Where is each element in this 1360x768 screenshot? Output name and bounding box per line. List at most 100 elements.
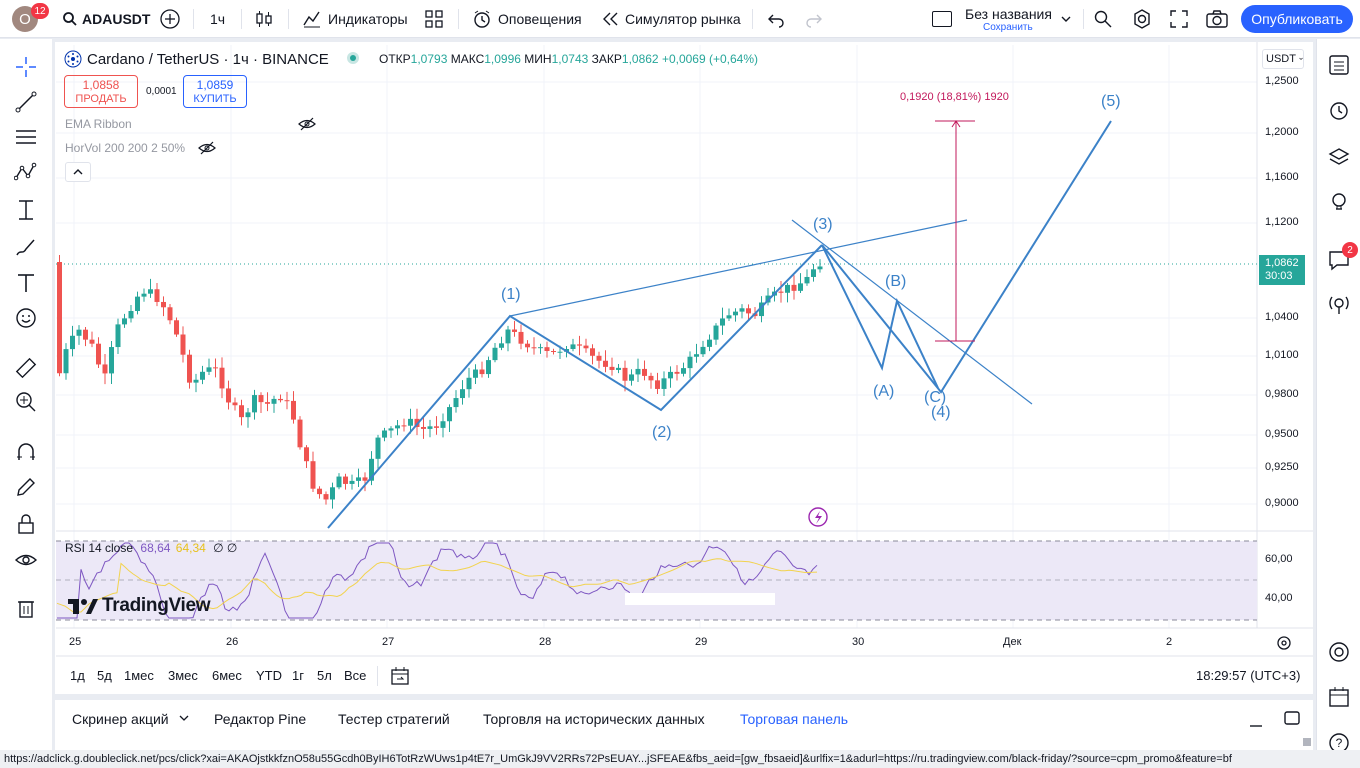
text-tool[interactable] (10, 267, 42, 299)
symbol-legend[interactable]: Cardano / TetherUS · 1ч · BINANCE (64, 50, 329, 68)
fullscreen-button[interactable] (1170, 0, 1188, 38)
wave-label-1[interactable]: (1) (501, 286, 521, 303)
ruler-tool[interactable] (10, 352, 42, 384)
candle-body (759, 302, 764, 317)
range-1m[interactable]: 1мес (124, 668, 154, 683)
date-tick: Дек (1003, 636, 1022, 648)
grid-icon (425, 10, 443, 28)
tab-strategy-tester[interactable]: Тестер стратегий (338, 711, 450, 727)
collapse-legend-button[interactable] (65, 162, 91, 182)
goto-date-icon[interactable] (390, 666, 410, 686)
range-3m[interactable]: 3мес (168, 668, 198, 683)
symbol-search[interactable]: ADAUSDT (62, 0, 150, 38)
indicator-horvol[interactable]: HorVol 200 200 2 50% (65, 141, 186, 155)
trendline-tool[interactable] (10, 86, 42, 118)
lock-tool[interactable] (10, 508, 42, 540)
compare-symbol-button[interactable] (159, 0, 181, 38)
range-5y[interactable]: 5л (317, 668, 332, 683)
candle-body (193, 379, 199, 383)
fib-tool[interactable] (10, 121, 42, 153)
candles-layer (57, 254, 823, 509)
layout-name[interactable]: Без названия (965, 6, 1052, 22)
tab-replay-trading[interactable]: Торговля на исторических данных (483, 711, 705, 727)
measure-tool[interactable] (10, 194, 42, 226)
pattern-tool[interactable] (10, 156, 42, 188)
emoji-tool[interactable] (10, 302, 42, 334)
wave-label-4[interactable]: (4) (931, 404, 951, 421)
candle-body (258, 395, 264, 403)
settings-icon[interactable] (1275, 634, 1293, 652)
range-6m[interactable]: 6мес (212, 668, 242, 683)
redo-button[interactable] (805, 0, 823, 38)
rsi-value: 68,64 (140, 541, 171, 555)
magnet-tool[interactable] (10, 436, 42, 468)
replay-button[interactable]: Симулятор рынка (602, 0, 741, 38)
alerts-button[interactable]: Оповещения (472, 0, 582, 38)
watchlist-button[interactable] (1323, 49, 1355, 81)
candle-body (232, 402, 238, 406)
candle-body (284, 400, 290, 402)
streams-button[interactable] (1323, 289, 1355, 321)
wave-label-b[interactable]: (B) (885, 273, 907, 290)
ideas-button[interactable] (1323, 186, 1355, 218)
notification-badge: 12 (31, 3, 49, 19)
candle-body (694, 354, 699, 357)
hotlists-button[interactable] (1323, 636, 1355, 668)
range-ytd[interactable]: YTD (256, 668, 282, 683)
range-all[interactable]: Все (344, 668, 367, 683)
wave-label-a[interactable]: (A) (873, 383, 895, 400)
chevron-down-icon[interactable] (179, 714, 189, 722)
wave-label-3[interactable]: (3) (813, 216, 833, 233)
tradingview-logo-icon (68, 599, 98, 614)
hidden-eye-icon[interactable] (298, 117, 316, 131)
magnet-icon (17, 443, 35, 460)
maximize-icon[interactable] (1283, 710, 1301, 726)
tab-pine-editor[interactable]: Редактор Pine (214, 711, 307, 727)
drawing-mode-tool[interactable] (10, 471, 42, 503)
wave-label-5[interactable]: (5) (1101, 93, 1121, 110)
candle-body (330, 487, 335, 500)
tab-trading-panel[interactable]: Торговая панель (740, 711, 849, 727)
settings-button[interactable] (1131, 0, 1153, 38)
candle-body (557, 351, 563, 353)
calendar-button[interactable] (1323, 681, 1355, 713)
snapshot-button[interactable] (1206, 0, 1228, 38)
rsi-legend[interactable]: RSI 14 close 68,64 64,34 ∅ ∅ (65, 541, 237, 555)
visibility-tool[interactable] (10, 544, 42, 576)
indicator-ema-ribbon[interactable]: EMA Ribbon (65, 117, 132, 131)
range-5d[interactable]: 5д (97, 668, 112, 683)
clock[interactable]: 18:29:57 (UTC+3) (1196, 668, 1301, 683)
zoom-tool[interactable] (10, 386, 42, 418)
resize-handle[interactable] (1303, 738, 1311, 746)
quick-search-button[interactable] (1093, 0, 1113, 38)
layout-button[interactable] (932, 0, 952, 38)
range-1y[interactable]: 1г (292, 668, 304, 683)
data-window-button[interactable] (1323, 141, 1355, 173)
layout-dropdown[interactable] (1060, 0, 1072, 38)
currency-selector[interactable]: USDT (1262, 49, 1304, 69)
buy-button[interactable]: 1,0859 КУПИТЬ (183, 75, 247, 108)
interval-button[interactable]: 1ч (210, 11, 226, 27)
hidden-eye-icon[interactable] (198, 141, 216, 155)
save-label[interactable]: Сохранить (983, 22, 1033, 33)
sell-button[interactable]: 1,0858 ПРОДАТЬ (64, 75, 138, 108)
range-1d[interactable]: 1д (70, 668, 85, 683)
chart-type-button[interactable] (254, 0, 274, 38)
templates-button[interactable] (424, 0, 444, 38)
minimize-icon[interactable] (1248, 714, 1264, 728)
tab-screener[interactable]: Скринер акций (72, 711, 169, 727)
publish-button[interactable]: Опубликовать (1241, 5, 1353, 33)
indicators-button[interactable]: Индикаторы (302, 0, 408, 38)
candle-body (785, 284, 790, 293)
market-status-dot[interactable] (347, 52, 359, 64)
wave-label-2[interactable]: (2) (652, 424, 672, 441)
buy-label: КУПИТЬ (193, 93, 237, 105)
chevron-down-icon (1061, 16, 1071, 22)
delete-tool[interactable] (10, 592, 42, 624)
alerts-panel-button[interactable] (1323, 94, 1355, 126)
crosshair-tool[interactable] (10, 51, 42, 83)
brush-tool[interactable] (10, 231, 42, 263)
wave-label-c[interactable]: (C) (924, 389, 947, 406)
undo-button[interactable] (767, 0, 785, 38)
